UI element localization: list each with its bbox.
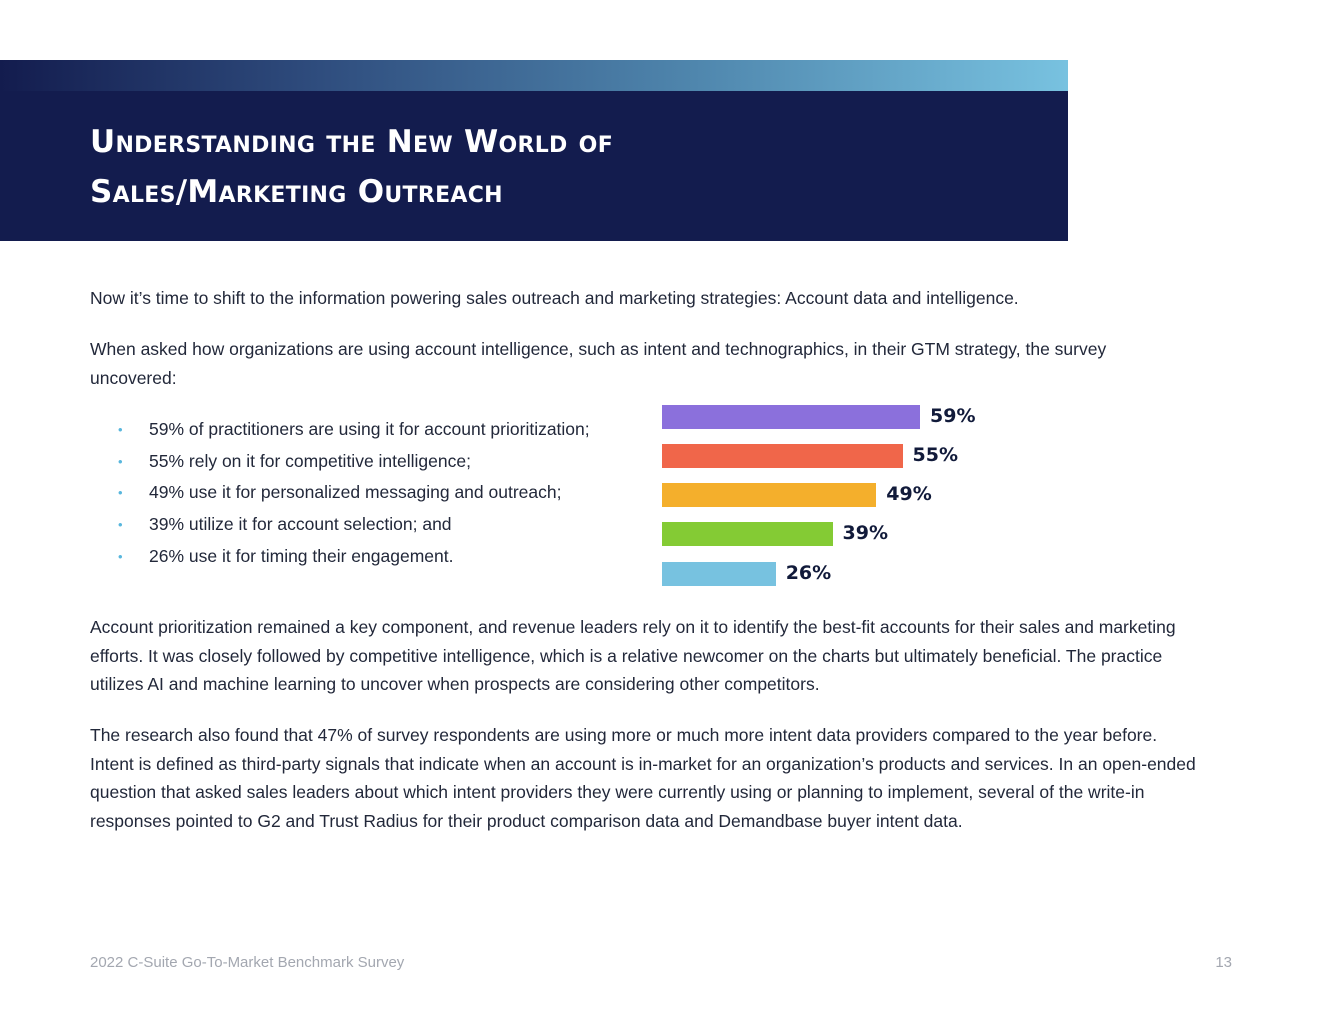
chart-data-label: 39%	[842, 522, 889, 544]
bullet-dot-icon: •	[118, 517, 123, 533]
chart-data-label: 49%	[886, 483, 932, 505]
list-item-text: 39% utilize it for account selection; an…	[149, 514, 452, 535]
chart-bar	[662, 405, 920, 429]
list-item-text: 55% rely on it for competitive intellige…	[149, 450, 471, 471]
header-gradient-bar	[0, 60, 1068, 91]
intent-data-paragraph: The research also found that 47% of surv…	[90, 725, 1196, 831]
page-number: 13	[1215, 954, 1232, 971]
bullet-dot-icon: •	[118, 422, 123, 437]
chart-bar	[662, 562, 776, 586]
bullet-dot-icon: •	[118, 453, 123, 469]
chart-bar	[662, 483, 877, 507]
list-item: • 39% utilize it for account selection; a…	[118, 509, 658, 541]
prioritization-paragraph: Account prioritization remained a key co…	[90, 617, 1176, 694]
intro-paragraph: Now it’s time to shift to the informatio…	[90, 288, 1019, 308]
list-item: • 55% rely on it for competitive intellig…	[118, 446, 658, 478]
chart-data-label: 59%	[930, 405, 976, 427]
page-title-line-2: Sales/Marketing Outreach	[90, 174, 503, 210]
header-banner	[0, 91, 1068, 241]
question-paragraph: When asked how organizations are using a…	[90, 339, 1107, 388]
list-item-text: 26% use it for timing their engagement.	[149, 545, 454, 566]
bullet-dot-icon: •	[118, 548, 123, 564]
list-item: • 59% of practitioners are using it for a…	[118, 414, 658, 446]
findings-list: • 59% of practitioners are using it for a…	[118, 414, 658, 572]
page-title: Understanding the New World of Sales/Mar…	[90, 117, 990, 217]
chart-bar	[662, 444, 903, 468]
chart-data-label: 26%	[785, 562, 832, 584]
list-item-text: 59% of practitioners are using it for ac…	[149, 419, 590, 439]
footer-report-title: 2022 C-Suite Go-To-Market Benchmark Surv…	[90, 954, 405, 971]
list-item: • 26% use it for timing their engagement.	[118, 541, 658, 573]
chart-data-label: 55%	[912, 444, 958, 466]
page-title-line-1: Understanding the New World of	[90, 124, 614, 160]
usage-bar-chart: 59% 55% 49% 39% 26%	[662, 400, 1062, 590]
bullet-dot-icon: •	[118, 485, 123, 501]
chart-bar	[662, 522, 833, 546]
list-item: • 49% use it for personalized messaging a…	[118, 477, 658, 509]
list-item-text: 49% use it for personalized messaging an…	[149, 482, 562, 503]
